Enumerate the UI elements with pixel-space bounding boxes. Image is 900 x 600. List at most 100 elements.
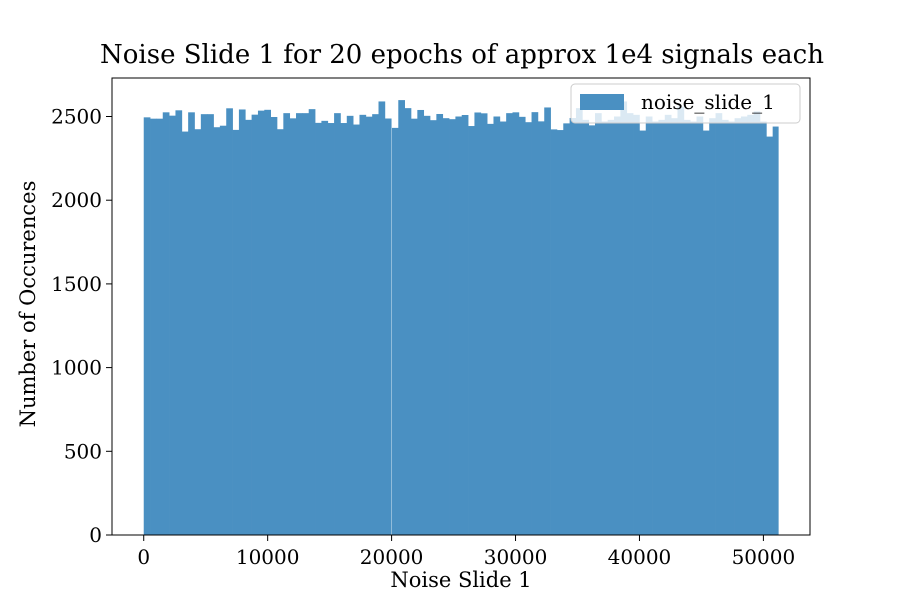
y-tick-label: 2500 bbox=[51, 105, 102, 129]
legend-box bbox=[570, 83, 801, 124]
histogram-bar bbox=[487, 123, 494, 536]
histogram-bar bbox=[308, 109, 316, 535]
histogram-bar bbox=[721, 119, 729, 535]
histogram-bar bbox=[283, 113, 291, 536]
histogram-bar bbox=[289, 118, 297, 535]
histogram-bar bbox=[372, 114, 379, 535]
histogram-bar bbox=[614, 116, 621, 535]
x-axis-label: Noise Slide 1 bbox=[390, 568, 531, 592]
x-tick-label: 50000 bbox=[732, 545, 796, 569]
histogram-bar bbox=[207, 114, 214, 535]
histogram-bar bbox=[436, 113, 444, 536]
histogram-bar bbox=[245, 119, 252, 535]
x-tick-label: 30000 bbox=[484, 545, 548, 569]
histogram-bar bbox=[455, 116, 463, 535]
histogram-bar bbox=[365, 116, 373, 536]
histogram-bar bbox=[391, 127, 399, 535]
histogram-bar bbox=[384, 118, 392, 535]
histogram-bar bbox=[315, 122, 322, 536]
plot-frame bbox=[111, 77, 811, 536]
histogram-bar bbox=[595, 113, 602, 536]
histogram-bar bbox=[410, 118, 418, 536]
chart-title: Noise Slide 1 for 20 epochs of approx 1e… bbox=[100, 40, 824, 70]
histogram-bar bbox=[353, 124, 360, 535]
histogram-bar bbox=[200, 114, 208, 535]
histogram-bar bbox=[468, 126, 475, 535]
histogram-bar bbox=[709, 118, 716, 536]
histogram-bar bbox=[188, 112, 195, 535]
histogram-bar bbox=[276, 129, 284, 535]
histogram-bar bbox=[544, 107, 551, 536]
histogram-bar bbox=[194, 129, 202, 535]
histogram-bar bbox=[334, 113, 341, 536]
histogram-bar bbox=[525, 122, 532, 535]
histogram-bar bbox=[582, 119, 590, 535]
histogram-bar bbox=[296, 113, 303, 536]
histogram-bar bbox=[251, 114, 259, 535]
histogram-bar bbox=[569, 118, 577, 535]
histogram-bar bbox=[340, 123, 348, 535]
histogram-bar bbox=[238, 109, 246, 535]
histogram-bar bbox=[531, 112, 539, 536]
y-axis-label: Number of Occurences bbox=[16, 181, 40, 428]
histogram-bar bbox=[715, 113, 723, 536]
histogram-bar bbox=[766, 136, 774, 535]
y-tick-label: 0 bbox=[89, 523, 102, 547]
histogram-bar bbox=[169, 115, 176, 535]
legend-swatch-noise-slide-1 bbox=[580, 94, 624, 110]
histogram-bar bbox=[588, 125, 596, 536]
histogram-bar bbox=[563, 123, 570, 536]
y-tick-label: 1000 bbox=[51, 356, 102, 380]
histogram-bar bbox=[652, 121, 659, 536]
histogram-bar bbox=[702, 130, 710, 535]
histogram-bar bbox=[257, 110, 265, 535]
histogram-bar bbox=[417, 109, 425, 535]
histogram-bar bbox=[696, 116, 704, 535]
histogram-bar bbox=[398, 100, 405, 535]
histogram-bar bbox=[601, 121, 609, 536]
histogram-bar bbox=[550, 129, 558, 535]
histogram-bar bbox=[671, 118, 678, 536]
histogram-bar bbox=[493, 116, 501, 535]
x-tick-label: 40000 bbox=[608, 545, 672, 569]
histogram-bar bbox=[480, 113, 488, 535]
histogram-bar bbox=[143, 117, 151, 535]
histogram-bar bbox=[327, 123, 335, 535]
histogram-bar bbox=[734, 118, 742, 536]
histogram-bar bbox=[474, 112, 482, 535]
histogram-bar bbox=[302, 113, 310, 536]
x-axis-ticks: 0 10000 20000 30000 40000 50000 bbox=[137, 535, 795, 569]
histogram-bar bbox=[753, 111, 761, 535]
histogram-bars bbox=[143, 100, 779, 536]
histogram-bar bbox=[150, 118, 157, 536]
histogram-bar bbox=[181, 131, 189, 535]
histogram-bar bbox=[537, 121, 545, 536]
histogram-bar bbox=[442, 118, 450, 536]
histogram-bar bbox=[213, 127, 221, 535]
histogram-bar bbox=[378, 101, 386, 535]
histogram-bar bbox=[575, 108, 583, 535]
histogram-bar bbox=[620, 101, 628, 535]
histogram-bar bbox=[175, 110, 183, 535]
histogram-bar bbox=[506, 113, 513, 536]
histogram-bar bbox=[658, 119, 666, 535]
x-tick-label: 0 bbox=[137, 545, 150, 569]
legend-label-noise-slide-1: noise_slide_1 bbox=[641, 90, 775, 114]
histogram-bar bbox=[645, 116, 653, 535]
x-tick-label: 10000 bbox=[236, 545, 300, 569]
y-tick-label: 500 bbox=[64, 439, 102, 463]
histogram-bar bbox=[404, 108, 412, 535]
histogram-bar bbox=[626, 113, 634, 536]
histogram-bar bbox=[162, 112, 170, 535]
histogram-bar bbox=[423, 115, 431, 535]
histogram-bar bbox=[219, 125, 227, 536]
histogram-bar bbox=[270, 117, 278, 535]
histogram-bar bbox=[461, 115, 469, 535]
y-tick-label: 2000 bbox=[51, 188, 102, 212]
histogram-bar bbox=[321, 120, 329, 535]
legend: noise_slide_1 bbox=[570, 83, 801, 124]
histogram-bar bbox=[664, 114, 672, 535]
histogram-bar bbox=[677, 106, 685, 536]
histogram-bar bbox=[156, 118, 164, 536]
